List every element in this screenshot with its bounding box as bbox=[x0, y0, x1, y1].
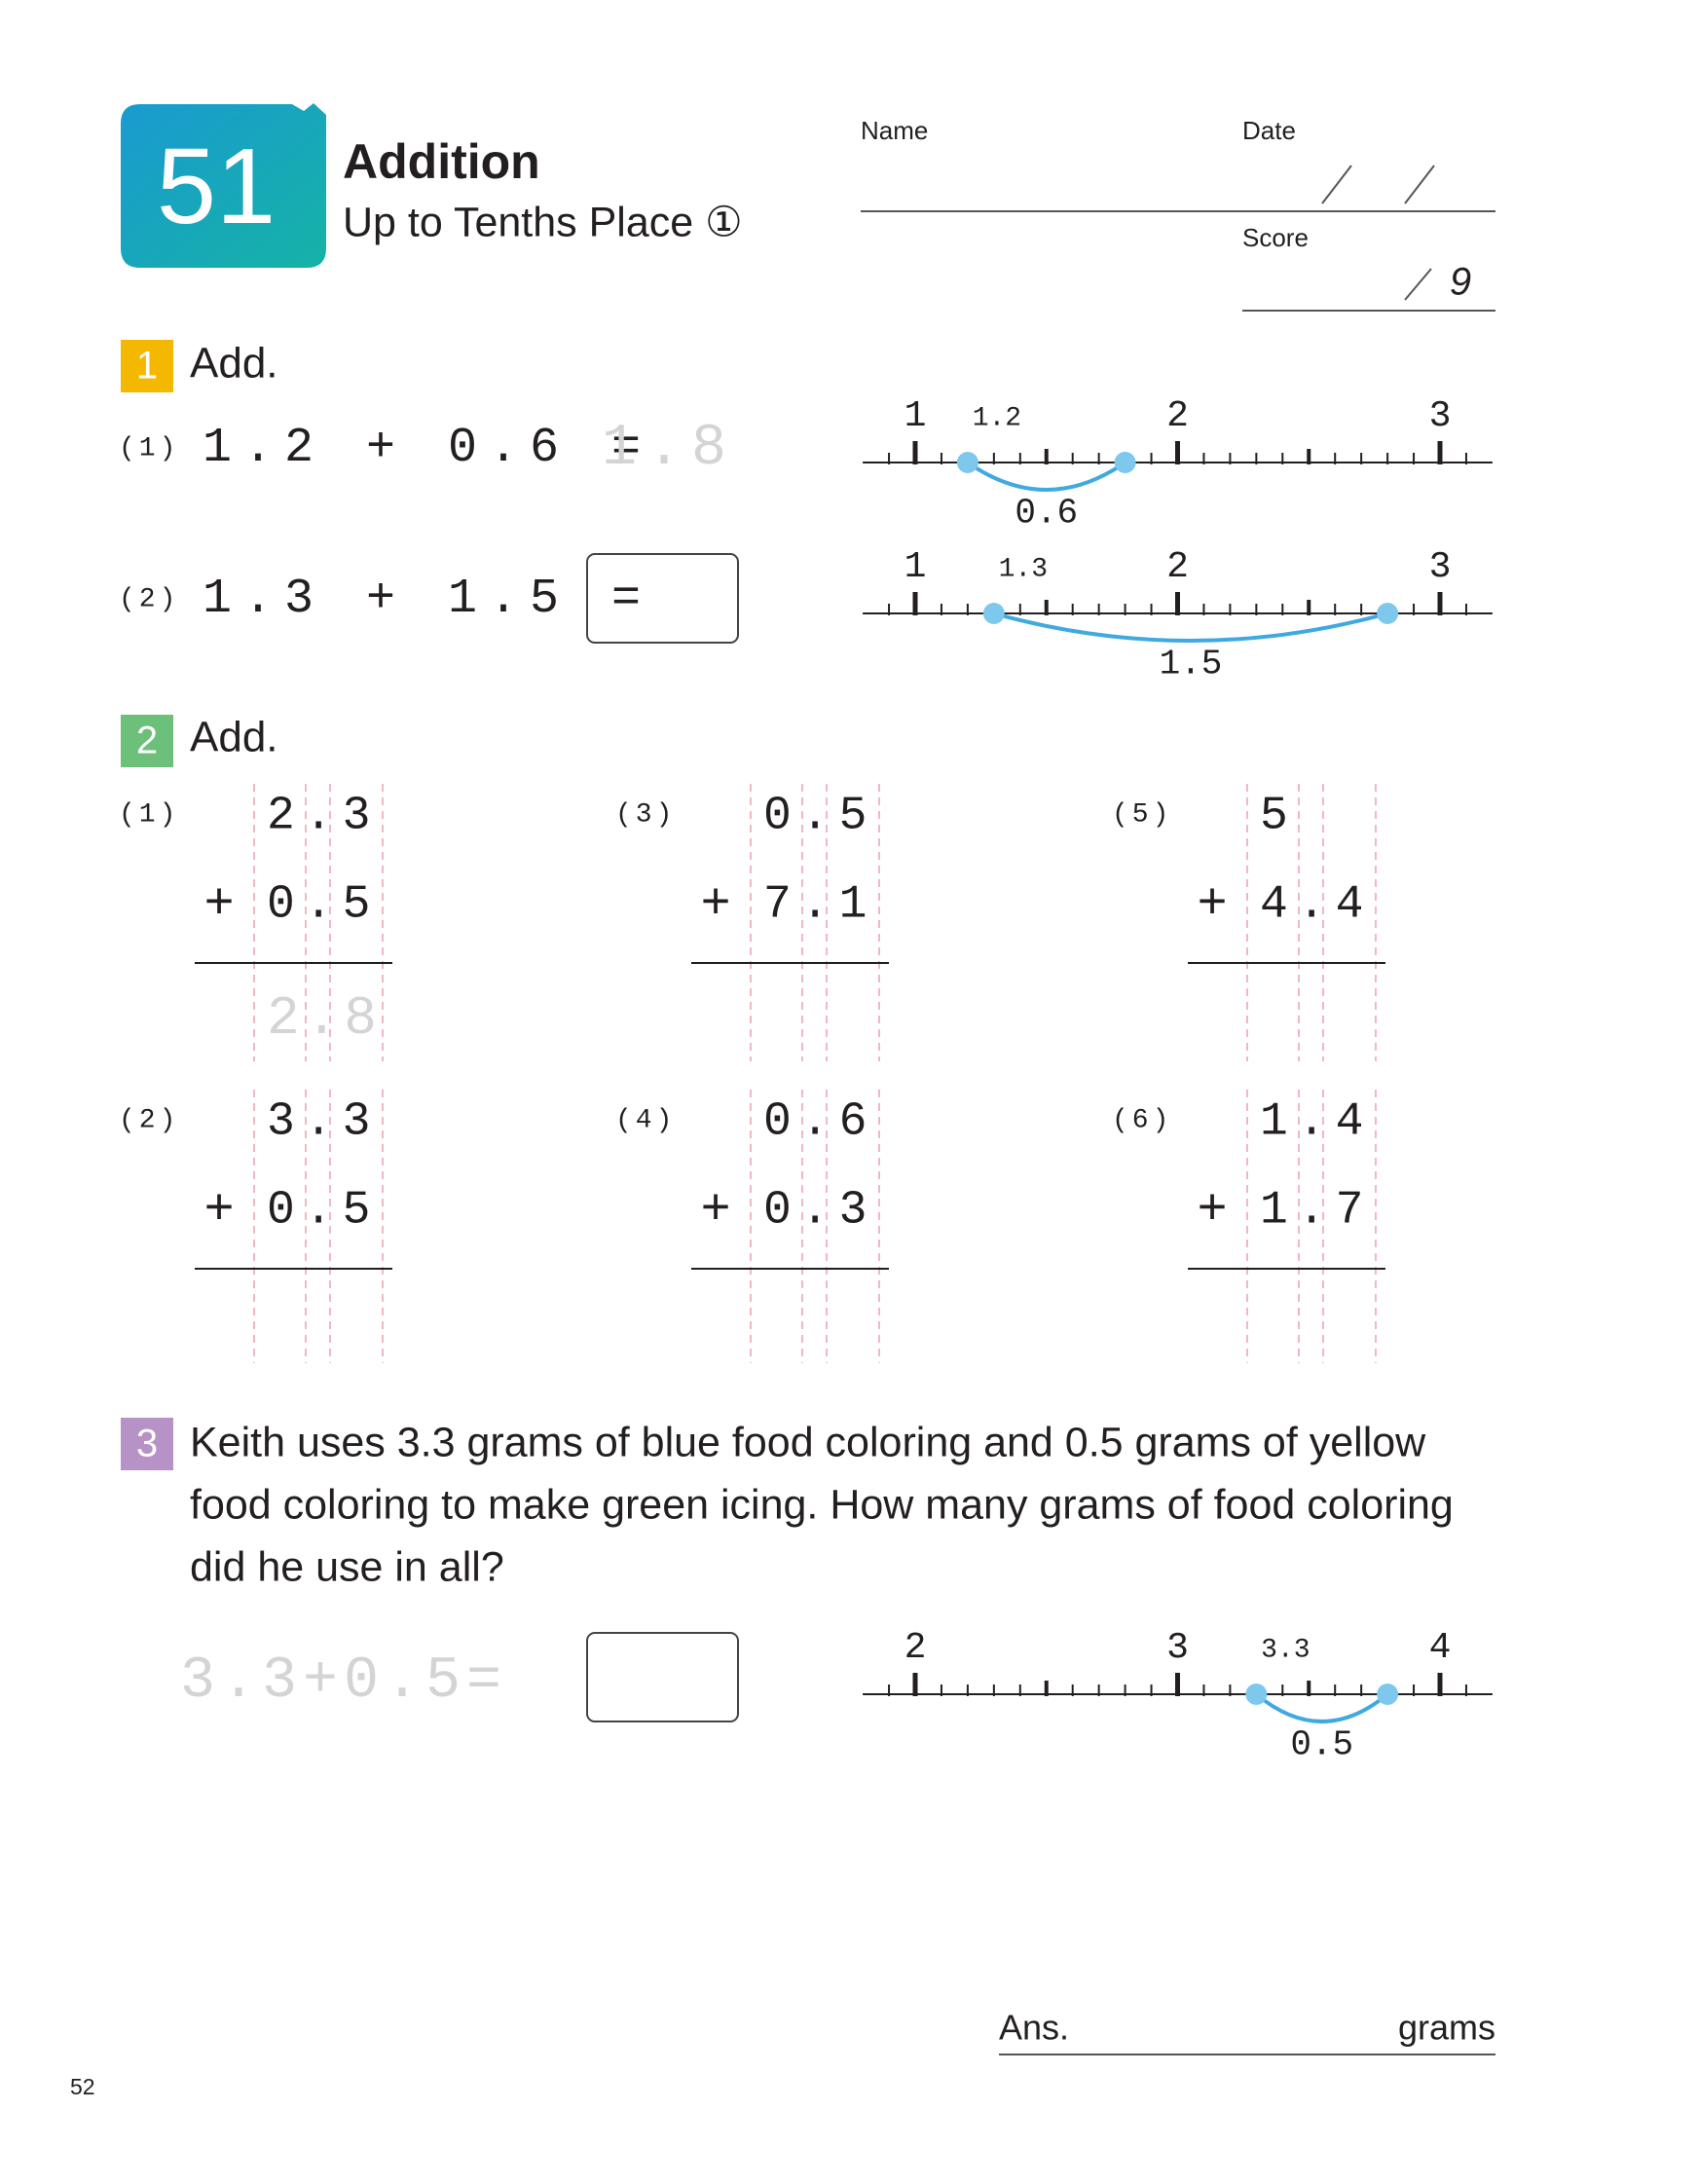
problem-label: (5) bbox=[1112, 799, 1172, 830]
jump-label: 0.6 bbox=[1015, 494, 1078, 534]
operator: + bbox=[701, 873, 730, 930]
jump-point bbox=[982, 603, 1005, 624]
number-line-label: 3 bbox=[1429, 395, 1452, 437]
problem-label: (2) bbox=[119, 1105, 179, 1135]
page-number: 52 bbox=[70, 2074, 95, 2099]
top-number: 1.4 bbox=[1260, 1096, 1373, 1149]
jump-point bbox=[1245, 1684, 1268, 1705]
lesson-badge bbox=[121, 103, 326, 268]
date-label: Date bbox=[1242, 116, 1296, 145]
jump-point bbox=[1377, 1684, 1399, 1705]
bottom-number: 0.3 bbox=[763, 1185, 876, 1238]
expression-hint: 3.3+0.5= bbox=[180, 1648, 507, 1715]
start-label: 1.3 bbox=[999, 554, 1048, 584]
problem-text: food coloring to make green icing. How m… bbox=[190, 1481, 1454, 1528]
bottom-number: 0.5 bbox=[267, 1185, 380, 1238]
expression: 1.2 + 0.6 = bbox=[203, 421, 652, 476]
number-line-label: 1 bbox=[904, 546, 927, 588]
problem-label: (2) bbox=[119, 584, 179, 614]
jump-point bbox=[1377, 603, 1399, 624]
section-number: 3 bbox=[136, 1423, 158, 1465]
expression: 1.3 + 1.5 = bbox=[203, 572, 652, 627]
number-line-label: 1 bbox=[904, 395, 927, 437]
jump-arc bbox=[966, 461, 1126, 492]
jump-label: 1.5 bbox=[1160, 645, 1223, 685]
number-line-label: 3 bbox=[1166, 1627, 1189, 1669]
jump-point bbox=[1114, 452, 1136, 473]
answer-box bbox=[586, 1632, 739, 1722]
jump-label: 0.5 bbox=[1290, 1725, 1353, 1765]
problem-text: Keith uses 3.3 grams of blue food colori… bbox=[190, 1419, 1426, 1465]
number-line-label: 2 bbox=[1166, 395, 1189, 437]
problem-label: (1) bbox=[119, 433, 179, 463]
section-number: 1 bbox=[136, 345, 158, 388]
jump-point bbox=[956, 452, 978, 473]
instruction: Add. bbox=[190, 340, 278, 388]
answer-unit: grams bbox=[1398, 2008, 1495, 2048]
lesson-number: 51 bbox=[157, 127, 276, 246]
jump-arc bbox=[1255, 1692, 1389, 1723]
bottom-number: 4.4 bbox=[1260, 879, 1373, 932]
section-badge bbox=[121, 340, 173, 392]
number-line-label: 2 bbox=[904, 1627, 927, 1669]
number-line-label: 3 bbox=[1429, 546, 1452, 588]
problem-text: did he use in all? bbox=[190, 1543, 504, 1590]
number-line-label: 2 bbox=[1166, 546, 1189, 588]
bottom-number: 0.5 bbox=[267, 879, 380, 932]
name-label: Name bbox=[861, 116, 928, 145]
instruction: Add. bbox=[190, 714, 278, 761]
date-slash bbox=[1404, 165, 1435, 204]
problem-label: (6) bbox=[1112, 1105, 1172, 1135]
start-label: 3.3 bbox=[1261, 1635, 1310, 1665]
operator: + bbox=[1198, 1179, 1227, 1236]
operator: + bbox=[204, 1179, 234, 1236]
answer: 2.8 bbox=[267, 987, 383, 1050]
answer: 1.8 bbox=[602, 416, 736, 482]
problem-label: (4) bbox=[615, 1105, 676, 1135]
jump-arc bbox=[993, 611, 1388, 643]
top-number: 2.3 bbox=[267, 791, 380, 843]
top-number: 3.3 bbox=[267, 1096, 380, 1149]
operator: + bbox=[204, 873, 234, 930]
answer-label: Ans. bbox=[999, 2008, 1069, 2048]
lesson-subtitle: Up to Tenths Place ① bbox=[343, 199, 743, 245]
top-number: 5 bbox=[1260, 791, 1298, 843]
score-slash bbox=[1404, 268, 1432, 301]
section-number: 2 bbox=[136, 720, 158, 762]
bottom-number: 1.7 bbox=[1260, 1185, 1373, 1238]
date-slash bbox=[1321, 165, 1352, 204]
bottom-number: 7.1 bbox=[763, 879, 876, 932]
top-number: 0.5 bbox=[763, 791, 876, 843]
problem-label: (3) bbox=[615, 799, 676, 830]
answer-box bbox=[586, 553, 739, 644]
section-badge bbox=[121, 1418, 173, 1470]
top-number: 0.6 bbox=[763, 1096, 876, 1149]
operator: + bbox=[1198, 873, 1227, 930]
start-label: 1.2 bbox=[973, 403, 1021, 433]
problem-label: (1) bbox=[119, 799, 179, 830]
operator: + bbox=[701, 1179, 730, 1236]
section-badge bbox=[121, 715, 173, 767]
lesson-title: Addition bbox=[343, 134, 540, 189]
score-total: 9 bbox=[1450, 261, 1471, 304]
number-line-label: 4 bbox=[1429, 1627, 1452, 1669]
score-label: Score bbox=[1242, 223, 1309, 252]
